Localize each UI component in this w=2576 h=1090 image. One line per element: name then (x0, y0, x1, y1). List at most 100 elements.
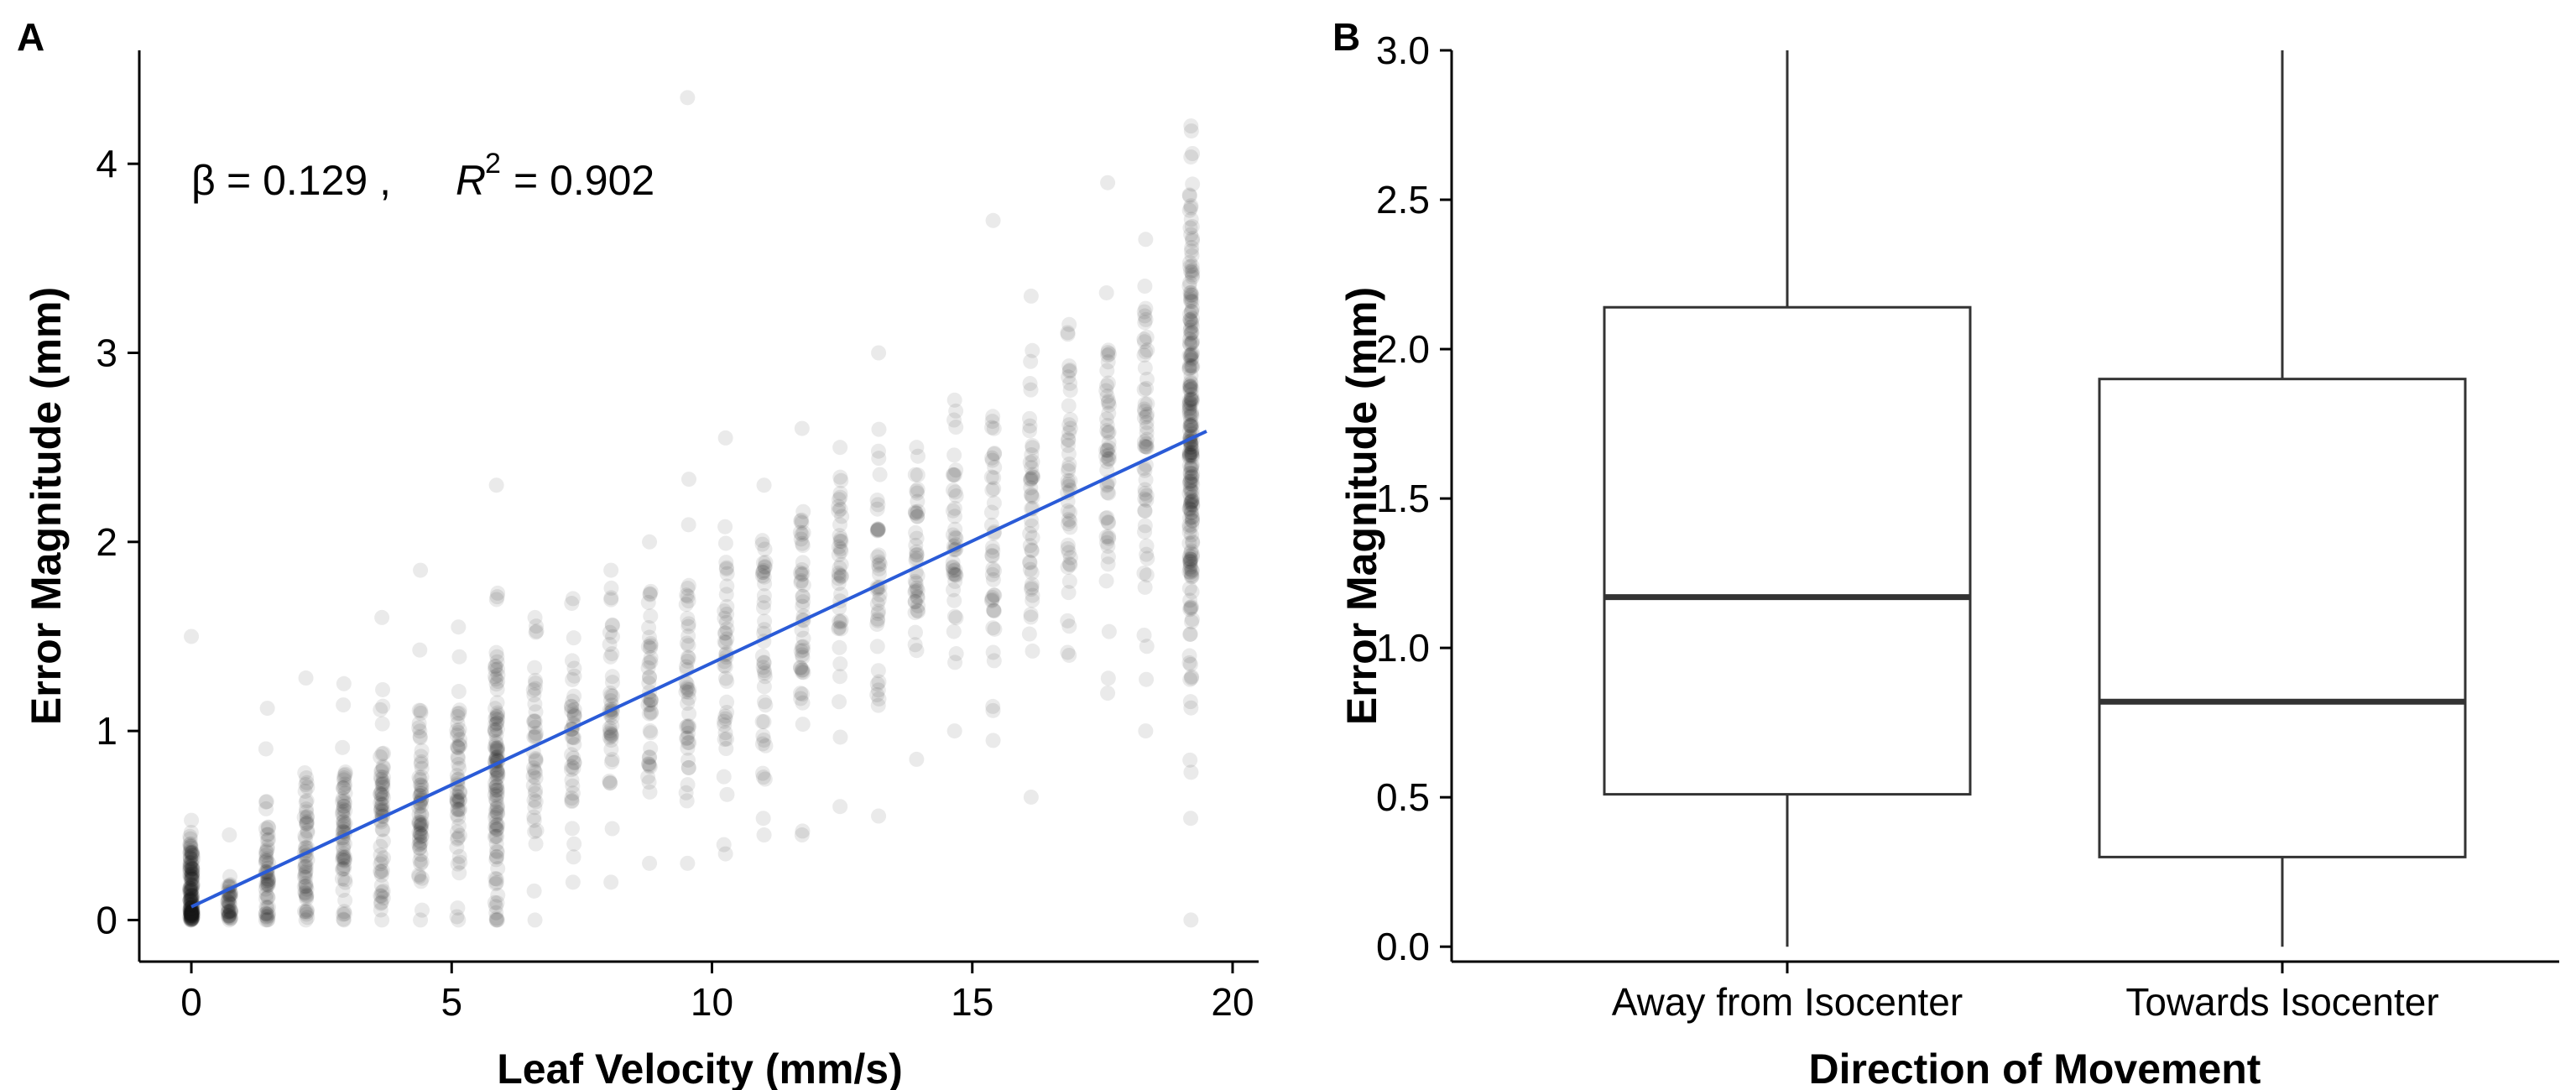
scatter-point (1137, 524, 1153, 540)
scatter-point (1185, 345, 1201, 361)
scatter-point (374, 716, 390, 732)
scatter-point (373, 894, 389, 910)
scatter-point (1183, 418, 1199, 434)
scatter-point (259, 873, 275, 889)
scatter-point (182, 908, 198, 924)
scatter-point (222, 895, 237, 911)
scatter-point (833, 569, 849, 585)
scatter-point (183, 824, 199, 840)
scatter-point (716, 713, 732, 729)
scatter-point (1184, 562, 1200, 578)
scatter-point (603, 728, 619, 744)
scatter-point (1099, 477, 1115, 493)
scatter-point (1025, 469, 1040, 485)
scatter-point (1138, 439, 1154, 455)
scatter-point (1183, 504, 1199, 520)
scatter-point (869, 686, 885, 702)
scatter-point (832, 469, 848, 485)
scatter-point (1181, 187, 1197, 203)
scatter-point (335, 861, 351, 877)
scatter-point (564, 596, 580, 612)
scatter-point (1139, 639, 1155, 655)
scatter-point (870, 443, 886, 459)
scatter-point (947, 562, 963, 578)
scatter-point (488, 742, 504, 758)
scatter-point (871, 808, 887, 824)
scatter-point (1101, 435, 1117, 451)
scatter-point (1025, 454, 1040, 470)
scatter-point (184, 867, 200, 883)
scatter-point (183, 897, 199, 913)
scatter-point (1182, 320, 1198, 336)
scatter-point (299, 902, 315, 918)
scatter-point (870, 522, 886, 538)
scatter-point (373, 902, 388, 918)
scatter-point (1061, 516, 1077, 532)
scatter-point (1182, 474, 1198, 490)
scatter-point (985, 409, 1001, 425)
scatter-point (986, 602, 1002, 618)
scatter-point (221, 894, 237, 910)
scatter-point (297, 884, 313, 900)
scatter-point (297, 858, 313, 874)
scatter-point (335, 804, 351, 820)
scatter-point (452, 732, 468, 748)
scatter-point (299, 888, 315, 904)
x-axis-ticks: Away from Isocenter Towards Isocenter (1612, 962, 2439, 1024)
scatter-point (299, 804, 315, 820)
scatter-point (450, 801, 466, 817)
scatter-point (451, 756, 467, 772)
scatter-point (946, 623, 962, 639)
scatter-point (681, 618, 696, 634)
scatter-point (832, 613, 847, 629)
scatter-point (1184, 468, 1200, 484)
scatter-point (1100, 347, 1116, 363)
scatter-point (681, 628, 696, 644)
scatter-point (1060, 503, 1076, 519)
scatter-point (719, 694, 735, 710)
scatter-point (185, 908, 201, 924)
scatter-point (336, 798, 352, 814)
scatter-point (258, 878, 274, 894)
scatter-point (795, 588, 811, 604)
scatter-point (1183, 569, 1199, 585)
scatter-point (1183, 200, 1199, 216)
scatter-point (946, 567, 962, 583)
scatter-point (1183, 490, 1199, 506)
scatter-point (681, 616, 696, 632)
scatter-point (907, 573, 923, 589)
scatter-point (1183, 390, 1199, 406)
scatter-point (184, 847, 200, 863)
scatter-point (717, 603, 733, 619)
scatter-point (566, 737, 582, 753)
scatter-point (1101, 447, 1117, 463)
scatter-point (603, 687, 619, 703)
scatter-point (222, 910, 238, 926)
scatter-point (184, 871, 200, 887)
scatter-point (1099, 535, 1115, 550)
scatter-point (1061, 647, 1077, 663)
scatter-point (451, 802, 467, 818)
scatter-point (185, 907, 201, 923)
scatter-point (566, 755, 582, 771)
scatter-point (1183, 543, 1199, 559)
scatter-point (755, 660, 771, 675)
scatter-point (1061, 555, 1077, 571)
scatter-point (336, 818, 352, 834)
scatter-point (1137, 503, 1153, 519)
scatter-point (490, 674, 506, 690)
scatter-point (183, 909, 199, 925)
scatter-point (1183, 551, 1199, 567)
scatter-point (678, 675, 694, 691)
scatter-point (375, 774, 391, 790)
scatter-point (336, 816, 352, 832)
scatter-point (488, 871, 503, 887)
scatter-point (1139, 435, 1155, 451)
scatter-point (414, 870, 430, 886)
scatter-point (566, 707, 582, 723)
x-axis-title: Leaf Velocity (mm/s) (497, 1046, 903, 1090)
scatter-point (756, 587, 772, 603)
scatter-point (755, 769, 771, 785)
scatter-point (185, 905, 201, 921)
scatter-point (602, 649, 618, 665)
